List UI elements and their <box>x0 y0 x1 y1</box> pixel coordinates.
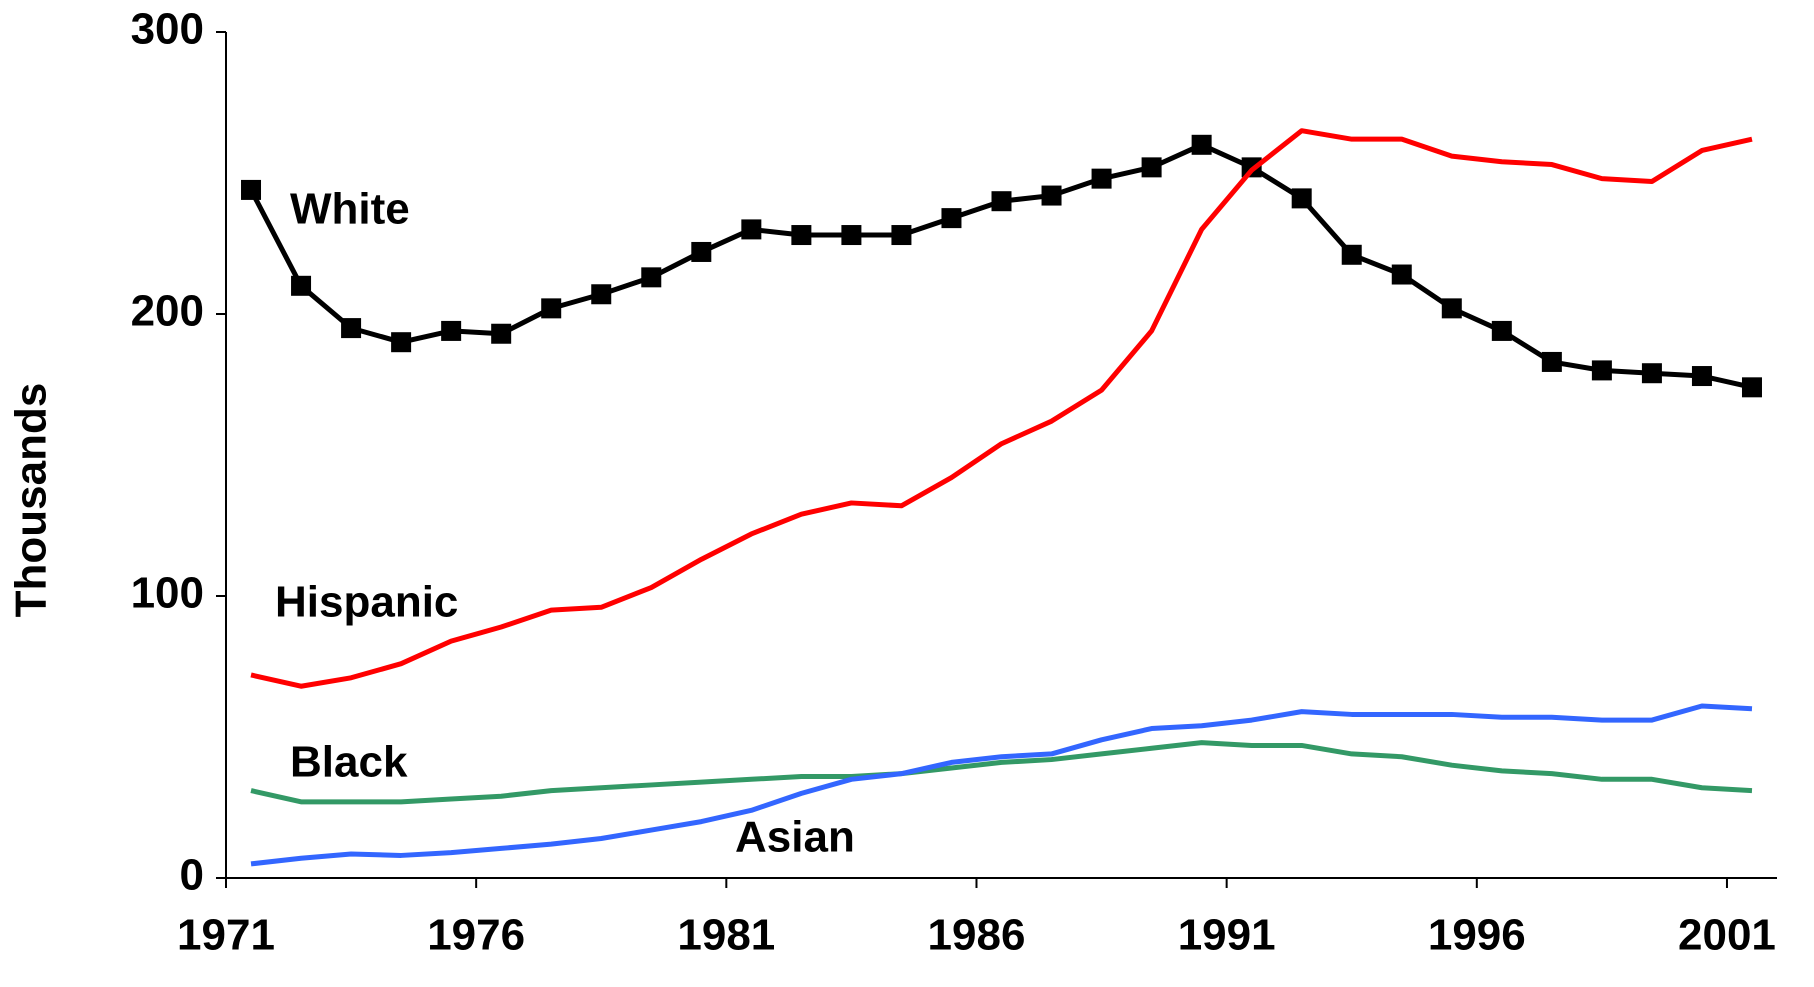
marker <box>1441 298 1462 319</box>
marker <box>241 179 262 200</box>
marker <box>1541 351 1562 372</box>
x-tick-label: 2001 <box>1678 911 1776 960</box>
marker <box>741 219 762 240</box>
marker <box>791 225 812 246</box>
series-line <box>248 142 1753 390</box>
series-label: Black <box>290 738 408 787</box>
marker <box>691 241 712 262</box>
y-tick-label: 0 <box>180 851 204 900</box>
x-tick-label: 1996 <box>1428 911 1526 960</box>
series-line <box>250 740 1753 805</box>
marker <box>1041 185 1062 206</box>
x-tick-label: 1991 <box>1178 911 1276 960</box>
x-tick-label: 1971 <box>177 911 275 960</box>
marker <box>1691 366 1712 387</box>
marker <box>1391 264 1412 285</box>
marker <box>1291 188 1312 209</box>
marker <box>1341 244 1362 265</box>
series-line <box>250 703 1753 867</box>
series-line <box>250 128 1753 689</box>
marker <box>941 208 962 229</box>
marker <box>1191 134 1212 155</box>
marker <box>541 298 562 319</box>
marker <box>591 284 612 305</box>
marker <box>1141 157 1162 178</box>
marker <box>1091 168 1112 189</box>
marker <box>491 323 512 344</box>
y-tick-label: 100 <box>131 569 204 618</box>
marker <box>441 320 462 341</box>
series-label: Asian <box>735 813 855 862</box>
y-axis-label: Thousands <box>7 383 56 618</box>
x-tick-label: 1986 <box>928 911 1026 960</box>
y-tick-label: 300 <box>131 5 204 54</box>
x-tick-label: 1981 <box>677 911 775 960</box>
marker <box>1491 320 1512 341</box>
marker <box>341 318 362 339</box>
marker <box>1641 363 1662 384</box>
marker <box>391 332 412 353</box>
marker <box>841 225 862 246</box>
x-tick-label: 1976 <box>427 911 525 960</box>
series-label: Hispanic <box>275 578 458 627</box>
marker <box>991 191 1012 212</box>
marker <box>291 275 312 296</box>
marker <box>1591 360 1612 381</box>
marker <box>641 267 662 288</box>
y-tick-label: 200 <box>131 287 204 336</box>
series-label: White <box>290 185 410 234</box>
marker <box>1741 377 1762 398</box>
marker <box>891 225 912 246</box>
